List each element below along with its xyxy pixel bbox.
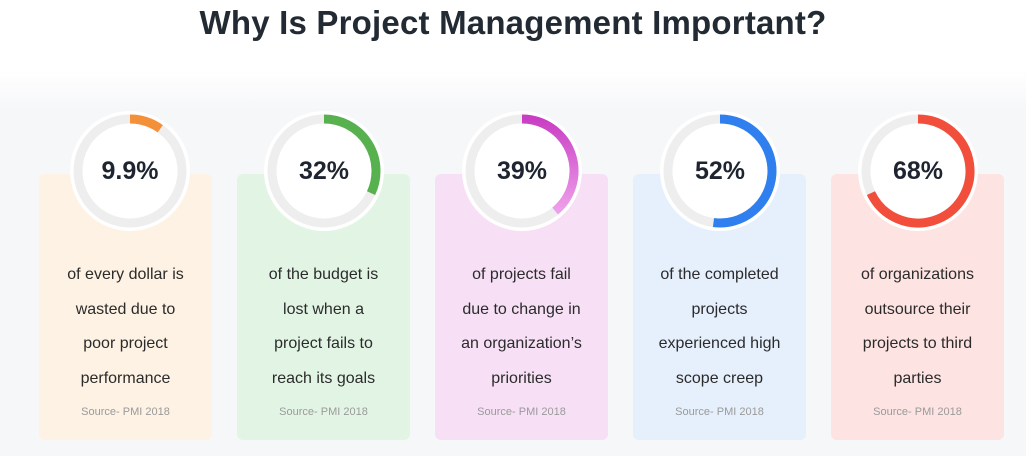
progress-ring: 32% — [264, 111, 384, 231]
ring-progress-arc — [129, 114, 163, 133]
stat-value: 52% — [694, 157, 746, 185]
ring-progress-arc — [521, 114, 579, 215]
ring-background — [858, 111, 978, 231]
stat-source: Source- PMI 2018 — [279, 406, 368, 418]
ring-background — [462, 111, 582, 231]
progress-ring-graphic — [462, 111, 582, 231]
progress-ring: 52% — [660, 111, 780, 231]
progress-ring-graphic — [858, 111, 978, 231]
progress-ring-graphic — [264, 111, 384, 231]
stat-description: of the completed projects experienced hi… — [658, 266, 781, 387]
progress-ring-graphic — [660, 111, 780, 231]
stat-value: 9.9% — [101, 157, 159, 185]
ring-progress-arc — [712, 114, 777, 228]
progress-ring-graphic — [70, 111, 190, 231]
stat-description: of projects fail due to change in an org… — [461, 266, 582, 387]
page-title: Why Is Project Management Important? — [199, 4, 827, 41]
stat-source: Source- PMI 2018 — [81, 406, 170, 418]
progress-ring: 68% — [858, 111, 978, 231]
stat-description: of the budget is lost when a project fai… — [268, 266, 379, 387]
ring-progress-arc — [866, 114, 975, 228]
stat-value: 68% — [892, 157, 944, 185]
ring-progress-arc — [323, 114, 381, 196]
ring-background — [264, 111, 384, 231]
stat-description: of every dollar is wasted due to poor pr… — [67, 266, 184, 387]
ring-background — [70, 111, 190, 231]
stat-value: 39% — [496, 157, 548, 185]
progress-ring: 39% — [462, 111, 582, 231]
progress-ring: 9.9% — [70, 111, 190, 231]
stat-source: Source- PMI 2018 — [873, 406, 962, 418]
stat-description: of organizations outsource their project… — [861, 266, 974, 387]
stat-source: Source- PMI 2018 — [675, 406, 764, 418]
stat-source: Source- PMI 2018 — [477, 406, 566, 418]
stat-value: 32% — [298, 157, 350, 185]
ring-background — [660, 111, 780, 231]
